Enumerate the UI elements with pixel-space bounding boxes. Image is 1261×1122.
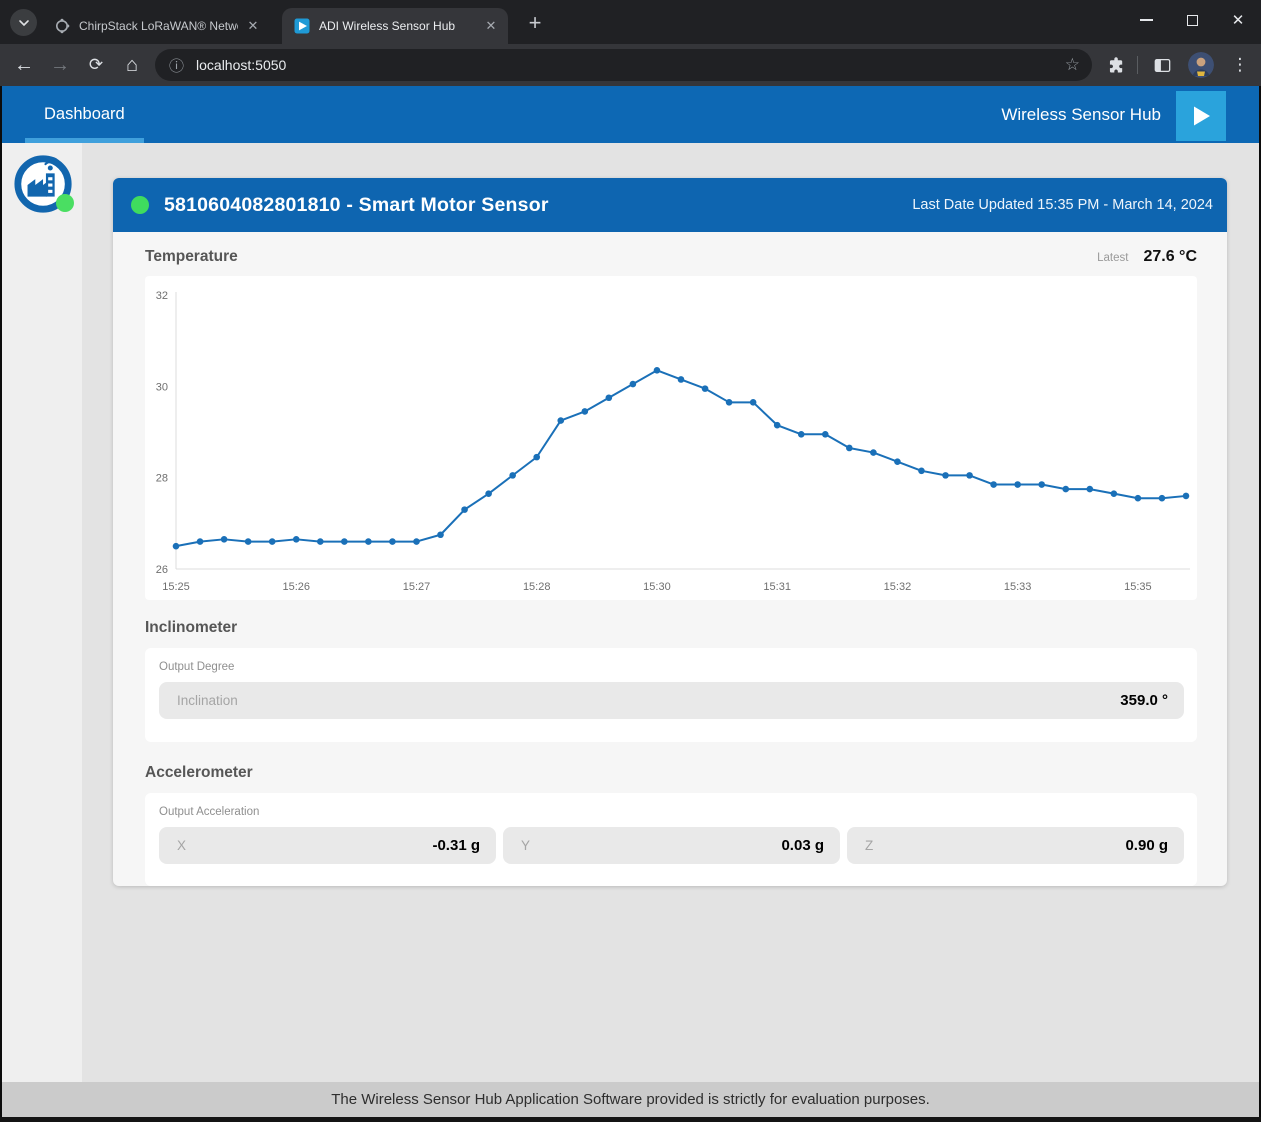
tab-close-icon[interactable]: ✕ — [482, 17, 500, 35]
svg-text:15:35: 15:35 — [1124, 581, 1152, 593]
output-degree-label: Output Degree — [159, 661, 1184, 673]
tab-search-button[interactable] — [10, 9, 37, 36]
latest-label: Latest — [1097, 252, 1128, 264]
tab-chirpstack[interactable]: ChirpStack LoRaWAN® Network ✕ — [42, 8, 270, 44]
adi-play-favicon-icon — [294, 18, 310, 34]
field-label: Inclination — [177, 693, 238, 708]
wireless-sensor-hub-logo-icon — [13, 153, 75, 215]
chirpstack-favicon-icon — [54, 18, 70, 34]
last-updated-text: Last Date Updated 15:35 PM - March 14, 2… — [912, 197, 1213, 213]
evaluation-footer: The Wireless Sensor Hub Application Soft… — [0, 1082, 1261, 1117]
footer-text: The Wireless Sensor Hub Application Soft… — [331, 1091, 930, 1108]
forward-button[interactable]: → — [44, 49, 76, 81]
window-minimize-button[interactable] — [1123, 0, 1169, 40]
inclinometer-section-header: Inclinometer — [145, 616, 1197, 640]
back-button[interactable]: ← — [8, 49, 40, 81]
accelerometer-section-header: Accelerometer — [145, 761, 1197, 785]
device-panel: 5810604082801810 - Smart Motor Sensor La… — [113, 178, 1227, 886]
inclinometer-section-label: Inclinometer — [145, 619, 237, 637]
accelerometer-section-label: Accelerometer — [145, 764, 253, 782]
toolbar-divider — [1137, 56, 1138, 74]
window-controls: ✕ — [1123, 0, 1261, 40]
acceleration-fields: X -0.31 g Y 0.03 g Z 0.90 g — [159, 827, 1184, 864]
accel-z-field: Z 0.90 g — [847, 827, 1184, 864]
minimize-icon — [1140, 19, 1153, 21]
play-icon — [1188, 103, 1214, 129]
inclination-field: Inclination 359.0 ° — [159, 682, 1184, 719]
temperature-latest: Latest 27.6 °C — [1097, 248, 1197, 266]
maximize-icon — [1187, 15, 1198, 26]
nav-dashboard-label: Dashboard — [44, 105, 125, 124]
sidebar — [2, 143, 82, 1082]
svg-text:15:28: 15:28 — [523, 581, 551, 593]
bookmark-star-icon[interactable]: ☆ — [1065, 55, 1080, 75]
avatar-icon — [1188, 52, 1214, 78]
temperature-section-label: Temperature — [145, 248, 238, 266]
field-label: Z — [865, 838, 873, 853]
accelerometer-card: Output Acceleration X -0.31 g Y 0.03 g — [145, 793, 1197, 886]
adi-logo-button[interactable] — [1176, 91, 1226, 141]
window-maximize-button[interactable] — [1169, 0, 1215, 40]
new-tab-button[interactable]: + — [520, 8, 550, 38]
temperature-chart-card: 26 28 30 32 15:25 15:26 15:27 15:28 15:30 15:31 15… — [145, 276, 1197, 600]
field-value: -0.31 g — [432, 837, 480, 854]
device-panel-header: 5810604082801810 - Smart Motor Sensor La… — [113, 178, 1227, 232]
accel-x-field: X -0.31 g — [159, 827, 496, 864]
browser-window: ChirpStack LoRaWAN® Network ✕ ADI Wirele… — [0, 0, 1261, 1122]
device-title: 5810604082801810 - Smart Motor Sensor — [164, 194, 549, 217]
device-panel-body: Temperature Latest 27.6 °C 26 28 30 32 15:25… — [113, 232, 1227, 886]
svg-text:28: 28 — [156, 473, 168, 485]
chevron-down-icon — [17, 16, 31, 30]
address-bar[interactable]: ⓘ localhost:5050 ☆ — [155, 49, 1092, 81]
field-value: 359.0 ° — [1120, 692, 1168, 709]
extensions-button[interactable] — [1100, 49, 1132, 81]
app-title: Wireless Sensor Hub — [1001, 86, 1161, 143]
puzzle-icon — [1106, 55, 1127, 76]
side-panel-button[interactable] — [1146, 49, 1178, 81]
svg-text:15:32: 15:32 — [884, 581, 912, 593]
home-button[interactable]: ⌂ — [116, 49, 148, 81]
app-navbar: Dashboard Wireless Sensor Hub — [0, 86, 1261, 143]
site-info-icon[interactable]: ⓘ — [169, 55, 184, 76]
svg-text:15:27: 15:27 — [403, 581, 431, 593]
svg-text:26: 26 — [156, 564, 168, 576]
output-acceleration-label: Output Acceleration — [159, 806, 1184, 818]
field-value: 0.03 g — [781, 837, 824, 854]
latest-value: 27.6 °C — [1143, 248, 1197, 266]
app-body: 5810604082801810 - Smart Motor Sensor La… — [0, 143, 1261, 1082]
profile-avatar[interactable] — [1188, 52, 1214, 78]
tab-adi-wireless-sensor-hub[interactable]: ADI Wireless Sensor Hub ✕ — [282, 8, 508, 44]
tab-close-icon[interactable]: ✕ — [244, 17, 262, 35]
svg-text:30: 30 — [156, 381, 168, 393]
window-close-button[interactable]: ✕ — [1215, 0, 1261, 40]
inclinometer-card: Output Degree Inclination 359.0 ° — [145, 648, 1197, 742]
temperature-chart: 26 28 30 32 15:25 15:26 15:27 15:28 15:30 15:31 15… — [145, 276, 1197, 600]
field-label: Y — [521, 838, 530, 853]
reload-button[interactable]: ⟳ — [80, 49, 112, 81]
svg-text:32: 32 — [156, 290, 168, 302]
svg-text:15:25: 15:25 — [162, 581, 190, 593]
svg-text:15:31: 15:31 — [763, 581, 791, 593]
temperature-section-header: Temperature Latest 27.6 °C — [145, 245, 1197, 269]
tab-title: ChirpStack LoRaWAN® Network — [79, 19, 238, 33]
browser-menu-button[interactable]: ⋮ — [1224, 49, 1256, 81]
field-label: X — [177, 838, 186, 853]
accel-y-field: Y 0.03 g — [503, 827, 840, 864]
field-value: 0.90 g — [1125, 837, 1168, 854]
device-status-dot — [131, 196, 149, 214]
bottom-edge — [0, 1117, 1261, 1122]
tab-strip: ChirpStack LoRaWAN® Network ✕ ADI Wirele… — [0, 0, 1261, 44]
url-text: localhost:5050 — [196, 57, 1065, 73]
side-panel-icon — [1152, 55, 1173, 76]
browser-toolbar: ← → ⟳ ⌂ ⓘ localhost:5050 ☆ — [0, 44, 1261, 86]
svg-text:15:33: 15:33 — [1004, 581, 1032, 593]
logo-status-dot — [56, 194, 74, 212]
svg-text:15:30: 15:30 — [643, 581, 671, 593]
tab-title: ADI Wireless Sensor Hub — [319, 19, 476, 33]
main-content: 5810604082801810 - Smart Motor Sensor La… — [82, 143, 1259, 1082]
svg-text:15:26: 15:26 — [282, 581, 310, 593]
nav-dashboard[interactable]: Dashboard — [25, 86, 144, 143]
